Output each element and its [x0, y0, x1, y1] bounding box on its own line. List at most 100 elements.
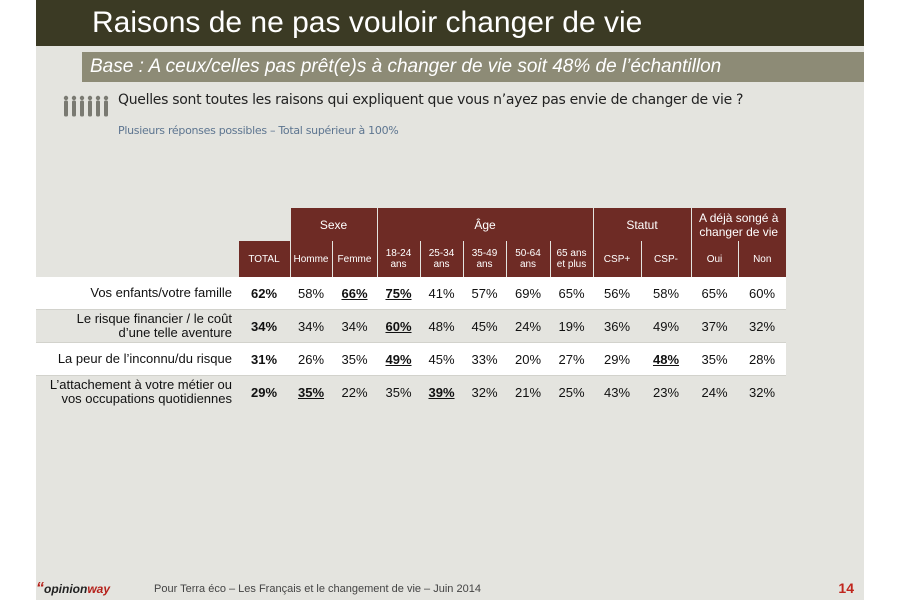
value-cell: 45%	[420, 342, 463, 376]
value-cell: 24%	[691, 375, 738, 408]
value-cell: 32%	[738, 309, 786, 343]
value-cell: 56%	[593, 277, 641, 310]
value-cell: 37%	[691, 309, 738, 343]
slide: Raisons de ne pas vouloir changer de vie…	[36, 0, 864, 600]
value-cell: 57%	[463, 277, 506, 310]
value-cell: 69%	[506, 277, 550, 310]
value-cell: 28%	[738, 342, 786, 376]
row-label: Le risque financier / le coût d’une telle…	[36, 309, 238, 343]
group-header-statut: Statut	[592, 208, 691, 241]
row-label-line2: d’une telle aventure	[118, 325, 232, 340]
value-cell: 75%	[377, 277, 420, 310]
opinionway-logo: “opinionway	[36, 580, 110, 598]
value-cell: 45%	[463, 309, 506, 343]
group-header-songe-line1: A déjà songé à	[699, 210, 779, 225]
column-header-line2: ans	[476, 259, 493, 270]
table-row: La peur de l’inconnu/du risque 31% 26% 35% 4…	[36, 342, 786, 376]
value-cell: 26%	[290, 342, 332, 376]
column-header: Homme	[289, 241, 332, 277]
value-cell: 35%	[332, 342, 377, 376]
value-cell: 20%	[506, 342, 550, 376]
logo-opinion: opinion	[44, 582, 88, 596]
column-header: Oui	[690, 241, 738, 277]
slide-title: Raisons de ne pas vouloir changer de vie	[36, 0, 864, 46]
value-cell: 65%	[691, 277, 738, 310]
value-cell: 41%	[420, 277, 463, 310]
value-cell: 49%	[641, 309, 691, 343]
table-corner-total	[238, 208, 290, 241]
column-header-line1: 18-24	[385, 248, 412, 259]
row-label-line2: vos occupations quotidiennes	[61, 391, 232, 406]
column-header-line1: CSP-	[654, 253, 678, 265]
column-header: TOTAL	[237, 241, 290, 277]
value-cell: 35%	[377, 375, 420, 408]
column-header-line1: CSP+	[603, 253, 631, 265]
total-cell: 29%	[238, 375, 290, 408]
table-row: L’attachement à votre métier ou vos occup…	[36, 375, 786, 408]
value-cell: 35%	[691, 342, 738, 376]
value-cell: 34%	[290, 309, 332, 343]
total-cell: 31%	[238, 342, 290, 376]
question-text: Quelles sont toutes les raisons qui expl…	[118, 92, 744, 108]
column-header: 65 ans et plus	[549, 241, 593, 277]
column-header: Non	[737, 241, 786, 277]
column-header: 50-64 ans	[505, 241, 550, 277]
total-cell: 34%	[238, 309, 290, 343]
row-label: L’attachement à votre métier ou vos occup…	[36, 375, 238, 408]
value-cell: 32%	[738, 375, 786, 408]
value-cell: 21%	[506, 375, 550, 408]
column-header-line2: et plus	[556, 259, 587, 270]
footer-caption: Pour Terra éco – Les Français et le chan…	[154, 583, 481, 595]
value-cell: 60%	[738, 277, 786, 310]
value-cell: 36%	[593, 309, 641, 343]
column-header: Femme	[331, 241, 377, 277]
column-header-line1: Femme	[337, 253, 372, 265]
column-header: 35-49 ans	[462, 241, 506, 277]
column-header-line1: 35-49	[471, 248, 498, 259]
column-header-line1: Oui	[706, 253, 723, 265]
value-cell: 58%	[290, 277, 332, 310]
column-header-line2: ans	[390, 259, 407, 270]
value-cell: 48%	[420, 309, 463, 343]
value-cell: 49%	[377, 342, 420, 376]
row-label-line1: L’attachement à votre métier ou	[49, 377, 232, 392]
value-cell: 24%	[506, 309, 550, 343]
column-header-line1: 50-64	[515, 248, 541, 259]
value-cell: 39%	[420, 375, 463, 408]
column-header-line1: Homme	[293, 253, 329, 265]
value-cell: 19%	[550, 309, 593, 343]
group-header-sexe: Sexe	[289, 208, 377, 241]
column-header-line1: 25-34	[428, 248, 455, 259]
column-header: 18-24 ans	[376, 241, 420, 277]
question-subtext: Plusieurs réponses possibles – Total sup…	[118, 124, 399, 137]
value-cell: 23%	[641, 375, 691, 408]
row-label-line1: Vos enfants/votre famille	[90, 285, 232, 300]
column-header-line1: TOTAL	[248, 253, 280, 265]
column-header: CSP-	[640, 241, 691, 277]
people-silhouettes-icon	[63, 95, 109, 117]
value-cell: 60%	[377, 309, 420, 343]
value-cell: 43%	[593, 375, 641, 408]
logo-way: way	[87, 582, 111, 596]
value-cell: 29%	[593, 342, 641, 376]
table-corner	[36, 208, 238, 241]
value-cell: 35%	[290, 375, 332, 408]
value-cell: 34%	[332, 309, 377, 343]
row-label-line1: La peur de l’inconnu/du risque	[57, 351, 232, 366]
table-corner-lower	[36, 241, 238, 277]
value-cell: 27%	[550, 342, 593, 376]
base-caption: Base : A ceux/celles pas prêt(e)s à chan…	[82, 52, 864, 82]
row-label: Vos enfants/votre famille	[36, 277, 238, 310]
page-number: 14	[838, 580, 854, 596]
results-table: Sexe Âge Statut A déjà songé à changer d…	[36, 208, 786, 408]
table-row: Le risque financier / le coût d’une telle…	[36, 309, 786, 343]
row-label-line1: Le risque financier / le coût	[76, 311, 232, 326]
logo-quote: “	[36, 580, 44, 597]
total-cell: 62%	[238, 277, 290, 310]
group-header-age: Âge	[376, 208, 593, 241]
column-header-line2: ans	[519, 259, 537, 270]
value-cell: 48%	[641, 342, 691, 376]
value-cell: 58%	[641, 277, 691, 310]
value-cell: 66%	[332, 277, 377, 310]
value-cell: 22%	[332, 375, 377, 408]
